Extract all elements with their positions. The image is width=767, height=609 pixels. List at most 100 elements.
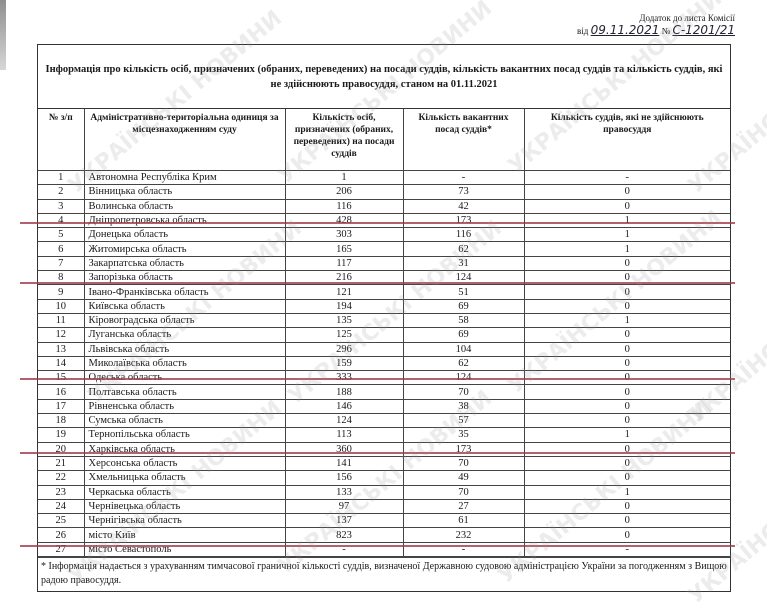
table-row: 20 Харківська область 360 173 0 bbox=[38, 441, 730, 457]
row-appointed: 146 bbox=[284, 398, 404, 415]
table-row: 24 Чернівецька область 97 27 0 bbox=[38, 498, 730, 515]
row-vacant: 173 bbox=[402, 441, 525, 457]
table-row: 5 Донецька область 303 116 1 bbox=[38, 227, 730, 243]
row-number: 26 bbox=[38, 527, 85, 543]
table-row: 7 Закарпатська область 117 31 0 bbox=[38, 255, 730, 272]
row-number: 21 bbox=[38, 455, 85, 472]
header-vacant: Кількість вакантних посад суддів* bbox=[402, 109, 525, 171]
table-row: 12 Луганська область 125 69 0 bbox=[38, 327, 730, 343]
row-vacant: 62 bbox=[402, 355, 525, 372]
document-table-box: Інформація про кількість осіб, призначен… bbox=[37, 44, 731, 593]
header-number: № з/п bbox=[38, 109, 85, 171]
row-region: Хмельницька область bbox=[83, 470, 286, 486]
row-appointed: 137 bbox=[284, 513, 404, 529]
row-not-administering: 0 bbox=[523, 441, 730, 457]
row-region: Полтавська область bbox=[83, 384, 286, 400]
row-vacant: 51 bbox=[402, 284, 525, 300]
header-not-administering: Кількість суддів, які не здійснюють прав… bbox=[523, 109, 730, 171]
table-row: 2 Вінницька область 206 73 0 bbox=[38, 184, 730, 200]
table-row: 22 Хмельницька область 156 49 0 bbox=[38, 470, 730, 486]
row-appointed: 823 bbox=[284, 527, 404, 543]
row-number: 16 bbox=[38, 384, 85, 400]
row-not-administering: 0 bbox=[523, 327, 730, 343]
row-vacant: 58 bbox=[402, 312, 525, 329]
row-appointed: 159 bbox=[284, 355, 404, 372]
row-region: Автономна Республіка Крим bbox=[83, 169, 286, 186]
row-region: Житомирська область bbox=[83, 241, 286, 257]
row-region: Дніпропетровська область bbox=[83, 212, 286, 229]
row-number: 18 bbox=[38, 413, 85, 429]
row-number: 25 bbox=[38, 513, 85, 529]
row-vacant: 27 bbox=[402, 498, 525, 515]
row-vacant: 38 bbox=[402, 398, 525, 415]
row-vacant: 73 bbox=[402, 184, 525, 200]
annex-ref: від 09.11.2021 № С-1201/21 bbox=[577, 24, 735, 37]
row-number: 2 bbox=[38, 184, 85, 200]
table-row: 25 Чернігівська область 137 61 0 bbox=[38, 513, 730, 529]
row-appointed: 156 bbox=[284, 470, 404, 486]
document-title: Інформація про кількість осіб, призначен… bbox=[38, 45, 730, 109]
judges-table: № з/п Адміністративно-територіальна один… bbox=[38, 109, 730, 558]
row-not-administering: 1 bbox=[523, 212, 730, 229]
row-appointed: 188 bbox=[284, 384, 404, 400]
row-vacant: 70 bbox=[402, 484, 525, 500]
table-row: 13 Львівська область 296 104 0 bbox=[38, 341, 730, 357]
row-appointed: 124 bbox=[284, 413, 404, 429]
row-appointed: 116 bbox=[284, 198, 404, 214]
footnote: * Інформація надається з урахуванням тим… bbox=[38, 557, 730, 591]
row-vacant: 70 bbox=[402, 455, 525, 472]
row-not-administering: 0 bbox=[523, 184, 730, 200]
row-region: Сумська область bbox=[83, 413, 286, 429]
table-row: 10 Київська область 194 69 0 bbox=[38, 298, 730, 314]
row-not-administering: 1 bbox=[523, 241, 730, 257]
row-region: Волинська область bbox=[83, 198, 286, 214]
row-not-administering: 1 bbox=[523, 312, 730, 329]
row-region: Чернівецька область bbox=[83, 498, 286, 515]
row-not-administering: 0 bbox=[523, 298, 730, 314]
row-region: Вінницька область bbox=[83, 184, 286, 200]
table-row: 17 Рівненська область 146 38 0 bbox=[38, 398, 730, 415]
red-underline bbox=[20, 452, 735, 454]
row-not-administering: 1 bbox=[523, 484, 730, 500]
row-vacant: - bbox=[402, 169, 525, 186]
row-number: 9 bbox=[38, 284, 85, 300]
row-vacant: 104 bbox=[402, 341, 525, 357]
row-region: Київська область bbox=[83, 298, 286, 314]
row-region: Донецька область bbox=[83, 227, 286, 243]
row-not-administering: 0 bbox=[523, 255, 730, 272]
row-region: Кіровоградська область bbox=[83, 312, 286, 329]
row-appointed: 296 bbox=[284, 341, 404, 357]
row-not-administering: 0 bbox=[523, 284, 730, 300]
table-row: 6 Житомирська область 165 62 1 bbox=[38, 241, 730, 257]
table-row: 15Одеська область3331240 bbox=[38, 370, 730, 386]
row-vacant: 61 bbox=[402, 513, 525, 529]
header-region: Адміністративно-територіальна одиниця за… bbox=[83, 109, 286, 171]
red-underline bbox=[20, 545, 735, 547]
row-vacant: 69 bbox=[402, 327, 525, 343]
row-number: 3 bbox=[38, 198, 85, 214]
table-row: 19 Тернопільська область 113 35 1 bbox=[38, 427, 730, 443]
row-number: 17 bbox=[38, 398, 85, 415]
row-appointed: 121 bbox=[284, 284, 404, 300]
row-number: 7 bbox=[38, 255, 85, 272]
annex-number: С-1201/21 bbox=[672, 23, 735, 37]
row-vacant: 173 bbox=[402, 212, 525, 229]
row-not-administering: 0 bbox=[523, 384, 730, 400]
table-row: 23 Черкаська область 133 70 1 bbox=[38, 484, 730, 500]
table-row: 1 Автономна Республіка Крим 1- - bbox=[38, 169, 730, 186]
row-region: Херсонська область bbox=[83, 455, 286, 472]
row-region: місто Київ bbox=[83, 527, 286, 543]
row-region: Закарпатська область bbox=[83, 255, 286, 272]
header-appointed: Кількість осіб, призначених (обраних, пе… bbox=[284, 109, 404, 171]
row-vacant: 232 bbox=[402, 527, 525, 543]
row-appointed: 360 bbox=[284, 441, 404, 457]
red-underline bbox=[20, 378, 735, 380]
row-number: 24 bbox=[38, 498, 85, 515]
row-appointed: 97 bbox=[284, 498, 404, 515]
row-vacant: 35 bbox=[402, 427, 525, 443]
row-appointed: 206 bbox=[284, 184, 404, 200]
row-appointed: 113 bbox=[284, 427, 404, 443]
header-row: № з/п Адміністративно-територіальна один… bbox=[38, 109, 730, 171]
row-vacant: 31 bbox=[402, 255, 525, 272]
table-row: 21 Херсонська область 141 70 0 bbox=[38, 455, 730, 472]
